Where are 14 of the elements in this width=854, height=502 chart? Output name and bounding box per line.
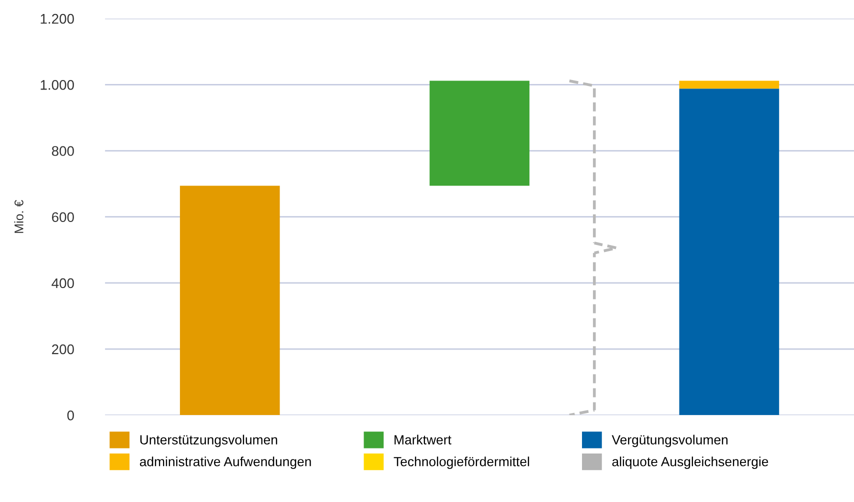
y-axis-title: Mio. €	[14, 200, 24, 233]
legend-label: Unterstützungsvolumen	[140, 434, 278, 448]
y-tick-label: 0	[67, 410, 74, 420]
legend-label: administrative Aufwendungen	[140, 456, 311, 469]
legend-label: Vergütungsvolumen	[612, 434, 728, 448]
y-tick-label: 600	[52, 212, 74, 222]
legend-label: aliquote Ausgleichsenergie	[612, 456, 768, 469]
legend-label: Marktwert	[394, 434, 452, 444]
y-tick-label: 1.200	[40, 14, 74, 24]
y-tick-label: 400	[52, 278, 74, 288]
y-tick-label: 800	[52, 146, 74, 156]
y-tick-label: 200	[52, 344, 74, 354]
y-tick-label: 1.000	[40, 80, 74, 90]
legend-label: Technologiefördermittel	[394, 456, 530, 469]
